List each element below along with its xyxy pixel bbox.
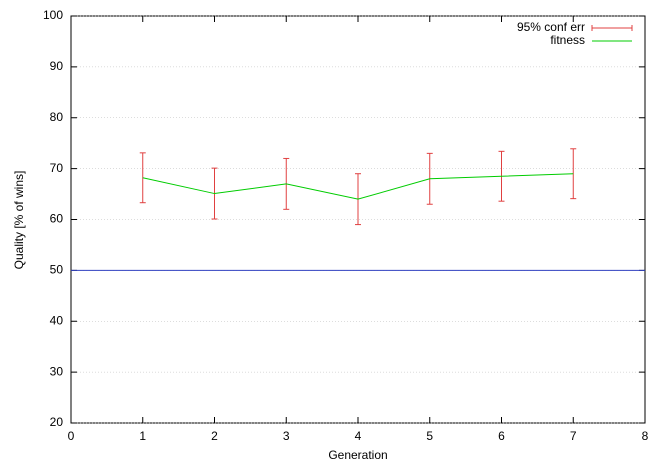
x-axis-label: Generation <box>328 448 387 462</box>
line-series <box>142 173 574 200</box>
y-tick-label: 70 <box>50 161 64 175</box>
x-tick-label: 6 <box>498 429 505 443</box>
y-axis-label: Quality [% of wins] <box>12 171 26 270</box>
y-tick-label: 20 <box>50 415 64 429</box>
x-tick-label: 2 <box>211 429 218 443</box>
x-tick-label: 5 <box>426 429 433 443</box>
y-tick-label: 90 <box>50 59 64 73</box>
y-tick-label: 100 <box>43 8 63 22</box>
y-tick-label: 60 <box>50 212 64 226</box>
y-tick-label: 50 <box>50 263 64 277</box>
x-tick-label: 3 <box>283 429 290 443</box>
x-tick-label: 0 <box>68 429 75 443</box>
y-tick-label: 80 <box>50 110 64 124</box>
y-tick-label: 40 <box>50 313 64 327</box>
x-tick-label: 1 <box>139 429 146 443</box>
x-tick-label: 4 <box>355 429 362 443</box>
y-tick-label: 30 <box>50 364 64 378</box>
x-tick-label: 8 <box>642 429 649 443</box>
legend-label: 95% conf err <box>517 20 585 34</box>
legend-label: fitness <box>550 33 585 47</box>
x-tick-label: 7 <box>570 429 577 443</box>
